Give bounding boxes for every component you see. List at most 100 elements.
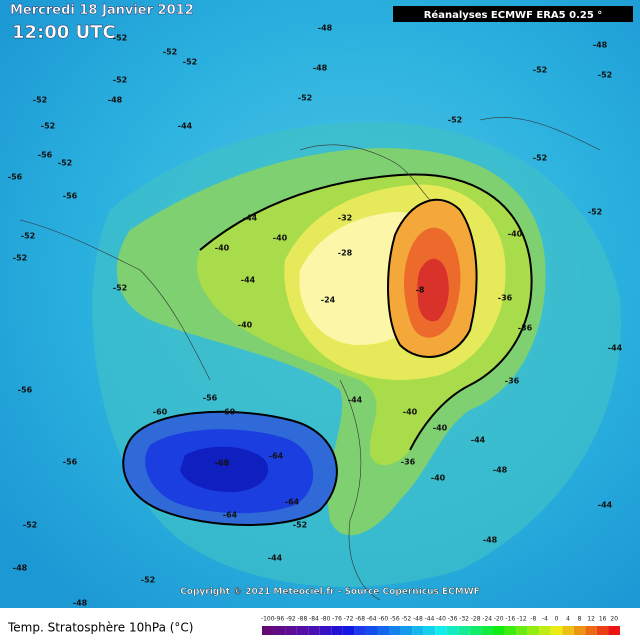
contour-label: -60	[221, 408, 236, 417]
scale-swatch	[342, 626, 355, 635]
scale-swatch	[516, 626, 528, 635]
contour-label: -52	[183, 58, 197, 67]
contour-label: -44	[268, 554, 283, 563]
time: 12:00 UTC	[12, 22, 116, 43]
contour-label: -24	[321, 296, 336, 305]
contour-label: -48	[483, 536, 498, 545]
scale-label: -48	[413, 616, 423, 623]
contour-label: -52	[533, 154, 547, 163]
scale-swatch	[539, 626, 551, 635]
contour-label: -8	[416, 286, 425, 295]
scale-swatch	[262, 626, 274, 635]
scale-label: -36	[448, 616, 458, 623]
contour-label: -48	[73, 599, 88, 608]
scale-label: -76	[332, 616, 342, 623]
scale-label: -80	[321, 616, 331, 623]
contour-label: -52	[533, 66, 547, 75]
scale-swatch	[412, 626, 424, 635]
contour-label: -52	[588, 208, 602, 217]
contour-label: -36	[498, 294, 513, 303]
date: Mercredi 18 Janvier 2012	[10, 3, 194, 18]
contour-label: -52	[21, 232, 35, 241]
scale-label: -44	[425, 616, 435, 623]
copyright: Copyright © 2021 Meteociel.fr - Source C…	[180, 587, 480, 597]
scale-label: -96	[274, 616, 284, 623]
contour-label: -48	[493, 466, 508, 475]
contour-label: -48	[108, 96, 123, 105]
contour-label: -44	[241, 276, 256, 285]
contour-label: -52	[113, 76, 127, 85]
scale-swatch	[389, 626, 401, 635]
scale-swatch	[469, 626, 482, 635]
contour-label: -56	[63, 192, 78, 201]
contour-label: -48	[313, 64, 328, 73]
scale-swatch	[400, 626, 413, 635]
scale-label: -16	[505, 616, 515, 623]
scale-swatch	[492, 626, 505, 635]
contour-label: -40	[433, 424, 448, 433]
scale-swatch	[585, 626, 597, 635]
contour-label: -32	[338, 214, 352, 223]
scale-label: -92	[286, 616, 296, 623]
scale-swatch	[435, 626, 447, 635]
contour-label: -40	[431, 474, 446, 483]
contour-label: -36	[518, 324, 533, 333]
contour-label: -44	[178, 122, 193, 131]
contour-label: -52	[141, 576, 155, 585]
scale-label: 4	[566, 616, 570, 623]
source-box	[393, 6, 633, 22]
contour-label: -44	[471, 436, 486, 445]
contour-label: -56	[8, 173, 23, 182]
scale-label: -60	[378, 616, 388, 623]
scale-swatch	[527, 626, 540, 635]
contour-label: -52	[163, 48, 177, 57]
scale-swatch	[562, 626, 574, 635]
contour-label: -52	[448, 116, 462, 125]
scale-swatch	[550, 626, 563, 635]
scale-label: 16	[599, 616, 607, 623]
contour-labels: -52-52-52-52-52 -48-52 -44-56-52-56-56-52-…	[8, 24, 623, 608]
scale-swatch	[365, 626, 378, 635]
contour-label: -52	[23, 521, 37, 530]
scale-label: -8	[530, 616, 536, 623]
contour-label: -68	[215, 459, 230, 468]
contour-label: -44	[243, 214, 258, 223]
scale-label: -72	[344, 616, 354, 623]
contour-label: -52	[41, 122, 55, 131]
contour-label: -40	[273, 234, 288, 243]
scale-swatch	[423, 626, 436, 635]
contour-label: -40	[215, 244, 230, 253]
contour-label: -40	[403, 408, 418, 417]
scale-swatch	[273, 626, 286, 635]
scale-label: -4	[542, 616, 548, 623]
contour-label: -56	[38, 151, 53, 160]
contour-label: -52	[13, 254, 27, 263]
color-scale: -100 -96 -92 -88 -84 -80 -76 -72 -68 -64 -60 -56 -52…	[261, 616, 620, 635]
contour-label: -44	[598, 501, 613, 510]
scale-swatch	[608, 626, 620, 635]
scale-label: -100	[261, 616, 275, 623]
scale-swatch	[481, 626, 493, 635]
contour-label: -52	[598, 71, 612, 80]
scale-swatch	[504, 626, 517, 635]
scale-label: -52	[401, 616, 411, 623]
isotherm-20	[387, 198, 478, 358]
contour-label: -64	[269, 452, 284, 461]
scale-swatch	[458, 626, 470, 635]
scale-label: 12	[587, 616, 595, 623]
scale-swatch	[446, 626, 459, 635]
coastlines	[19, 117, 601, 601]
contour-label: -64	[285, 498, 300, 507]
region-8	[417, 258, 449, 322]
contour-label: -52	[293, 521, 307, 530]
scale-label: -28	[471, 616, 481, 623]
contour-label: -56	[203, 394, 218, 403]
isotherm-40	[199, 173, 533, 451]
scale-label: -84	[309, 616, 319, 623]
scale-swatch	[331, 626, 343, 635]
scale-label: -20	[494, 616, 504, 623]
scale-label: -32	[459, 616, 469, 623]
scale-label: 20	[610, 616, 618, 623]
